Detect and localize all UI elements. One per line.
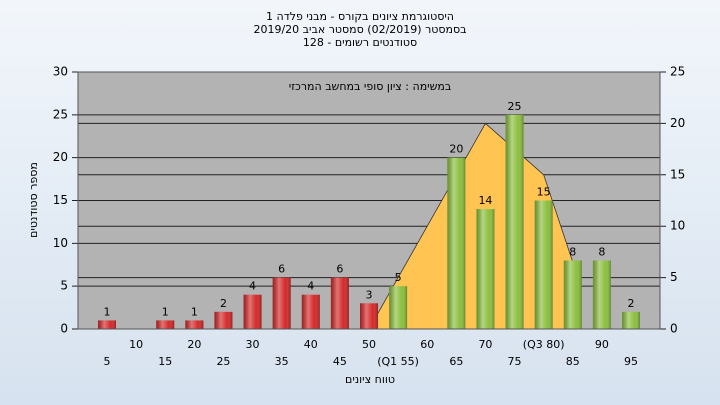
x-tick-label: 35 — [275, 355, 289, 368]
bar-highlight — [447, 157, 466, 329]
data-label: 6 — [336, 263, 343, 276]
bar-highlight — [360, 303, 378, 329]
bar-highlight — [534, 200, 553, 329]
data-label: 1 — [162, 305, 169, 318]
data-label: 8 — [598, 245, 605, 258]
x-tick-label: 75 — [508, 355, 522, 368]
data-label: 5 — [395, 271, 402, 284]
chart-subtitle: סטודנטים רשומים - 128 — [303, 36, 417, 49]
plot-border — [77, 71, 661, 330]
data-label: 2 — [628, 297, 635, 310]
y-tick-label: 20 — [53, 150, 68, 164]
bar-highlight — [505, 114, 524, 329]
data-label: 14 — [478, 194, 492, 207]
bar-highlight — [243, 294, 262, 329]
data-label: 4 — [249, 280, 256, 293]
y2-tick-label: 20 — [670, 116, 685, 130]
x-tick-label: 60 — [420, 338, 434, 351]
x-axis-label: טווח ציונים — [345, 373, 395, 386]
y-axis-label: מספר סטודנטים — [27, 162, 40, 238]
x-tick-label: 50 — [362, 338, 376, 351]
data-label: 20 — [449, 143, 463, 156]
data-label: 1 — [191, 305, 198, 318]
y2-tick-label: 10 — [670, 219, 685, 233]
x-tick-label: 90 — [595, 338, 609, 351]
bar-highlight — [98, 320, 116, 329]
data-label: 8 — [569, 245, 576, 258]
bar-highlight — [301, 294, 320, 329]
x-tick-label: 25 — [216, 355, 230, 368]
y2-tick-label: 5 — [670, 270, 678, 284]
y-tick-label: 15 — [53, 193, 68, 207]
data-label: 2 — [220, 297, 227, 310]
bar-highlight — [330, 277, 349, 329]
y-tick-label: 0 — [60, 322, 68, 336]
annotation: במשימה : ציון סופי במחשב המרכזי — [289, 80, 452, 93]
data-label: 25 — [508, 100, 522, 113]
x-tick-label: 70 — [478, 338, 492, 351]
x-tick-label: 20 — [187, 338, 201, 351]
y-tick-label: 10 — [53, 236, 68, 250]
x-tick-label: 65 — [449, 355, 463, 368]
y-tick-label: 5 — [60, 279, 68, 293]
x-tick-label: 10 — [129, 338, 143, 351]
y2-tick-label: 25 — [670, 65, 685, 79]
bar-highlight — [214, 311, 233, 329]
bar-highlight — [622, 311, 640, 329]
bar-highlight — [563, 260, 582, 329]
y-tick-label: 25 — [53, 107, 68, 121]
bar-highlight — [592, 260, 611, 329]
data-label: 1 — [104, 305, 111, 318]
y2-tick-label: 15 — [670, 167, 685, 181]
x-tick-label: 40 — [304, 338, 318, 351]
y-tick-label: 30 — [53, 65, 68, 79]
x-tick-label: 30 — [246, 338, 260, 351]
data-label: 3 — [366, 288, 373, 301]
x-tick-label: (Q1 55) — [377, 355, 419, 368]
bar-highlight — [476, 209, 495, 329]
x-tick-label: 85 — [566, 355, 580, 368]
bar-highlight — [156, 320, 175, 329]
data-label: 4 — [307, 280, 314, 293]
y2-tick-label: 0 — [670, 322, 678, 336]
x-tick-label: 5 — [104, 355, 111, 368]
x-tick-label: 95 — [624, 355, 638, 368]
chart-title: היסטוגרמת ציונים בקורס - מבני פלדה 1 — [266, 10, 454, 23]
x-tick-label: (Q3 80) — [523, 338, 565, 351]
x-tick-label: 15 — [158, 355, 172, 368]
bar-highlight — [272, 277, 291, 329]
data-label: 6 — [278, 263, 285, 276]
bar-highlight — [389, 286, 408, 329]
bar-highlight — [185, 320, 204, 329]
data-label: 15 — [537, 186, 551, 199]
x-tick-label: 45 — [333, 355, 347, 368]
chart-subtitle: בסמסטר (02/2019) סמסטר אביב 2019/20 — [253, 23, 466, 36]
